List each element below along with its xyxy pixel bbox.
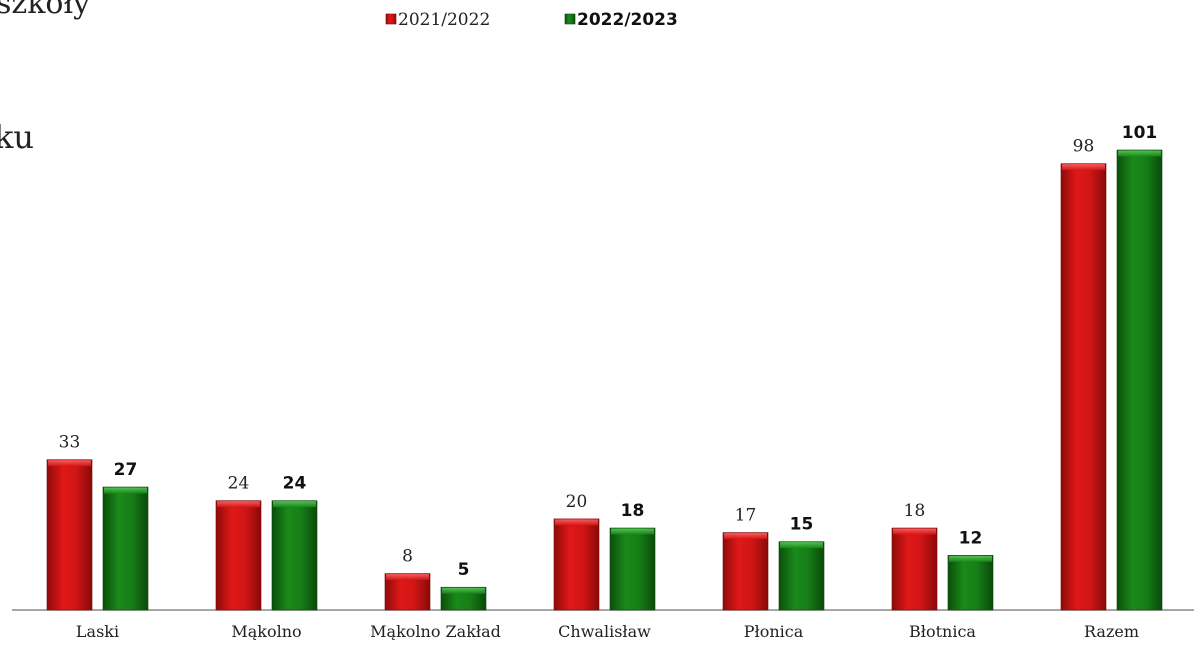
data-label-2022-2023-6: 101 — [1122, 123, 1158, 143]
data-label-2021-2022-6: 98 — [1073, 137, 1095, 157]
data-label-2022-2023-0: 27 — [114, 460, 138, 480]
bar-highlight-2022-2023-2 — [442, 587, 485, 594]
bars-group: 33 27 Laski 24 24 Mąkolno 8 5 Mąkolno Zakład 20 18… — [46, 123, 1163, 641]
bar-2021-2022-1 — [215, 500, 262, 611]
bar-highlight-2022-2023-4 — [780, 542, 823, 549]
bar-highlight-2021-2022-4 — [724, 533, 767, 540]
bar-highlight-2021-2022-1 — [217, 501, 260, 508]
chart-title-fragment-2: ku — [0, 118, 34, 156]
bar-highlight-2022-2023-5 — [949, 555, 992, 562]
category-label-0: Laski — [76, 622, 119, 641]
bar-highlight-2022-2023-3 — [611, 528, 654, 535]
bar-2021-2022-3 — [553, 518, 600, 611]
category-label-6: Razem — [1084, 622, 1139, 641]
data-label-2021-2022-0: 33 — [59, 433, 81, 453]
bar-2022-2023-4 — [778, 541, 825, 611]
category-label-3: Chwalisław — [558, 622, 651, 641]
data-label-2021-2022-1: 24 — [228, 474, 250, 494]
data-label-2021-2022-4: 17 — [735, 506, 757, 526]
data-label-2021-2022-3: 20 — [566, 492, 588, 512]
bar-highlight-2021-2022-0 — [48, 460, 91, 467]
bar-highlight-2021-2022-6 — [1062, 164, 1105, 171]
bar-highlight-2022-2023-6 — [1118, 150, 1161, 157]
legend-label-1: 2022/2023 — [577, 10, 678, 30]
data-label-2022-2023-3: 18 — [621, 501, 645, 521]
chart-title-fragment-1: szkoły — [0, 0, 91, 21]
data-label-2022-2023-1: 24 — [283, 474, 307, 494]
bar-2022-2023-1 — [271, 500, 318, 611]
bar-2022-2023-0 — [102, 486, 149, 611]
category-label-1: Mąkolno — [231, 622, 301, 641]
bar-highlight-2021-2022-2 — [386, 574, 429, 581]
category-label-4: Płonica — [744, 622, 804, 641]
legend-label-0: 2021/2022 — [398, 10, 490, 30]
bar-2022-2023-6 — [1116, 149, 1163, 611]
legend-swatch-1 — [564, 13, 576, 25]
bar-2022-2023-5 — [947, 555, 994, 611]
bar-2022-2023-3 — [609, 527, 656, 611]
bar-2021-2022-0 — [46, 459, 93, 611]
data-label-2021-2022-2: 8 — [402, 547, 413, 567]
bar-2021-2022-4 — [722, 532, 769, 611]
bar-highlight-2021-2022-5 — [893, 528, 936, 535]
data-label-2022-2023-4: 15 — [790, 515, 814, 535]
data-label-2021-2022-5: 18 — [904, 501, 926, 521]
data-label-2022-2023-2: 5 — [458, 560, 470, 580]
bar-2021-2022-6 — [1060, 163, 1107, 611]
legend-swatch-0 — [385, 13, 397, 25]
bar-highlight-2021-2022-3 — [555, 519, 598, 526]
legend: 2021/2022 2022/2023 — [385, 10, 678, 30]
category-label-5: Błotnica — [909, 622, 976, 641]
data-label-2022-2023-5: 12 — [959, 528, 983, 548]
bar-highlight-2022-2023-0 — [104, 487, 147, 494]
bar-2021-2022-5 — [891, 527, 938, 611]
bar-highlight-2022-2023-1 — [273, 501, 316, 508]
category-label-2: Mąkolno Zakład — [370, 622, 501, 641]
